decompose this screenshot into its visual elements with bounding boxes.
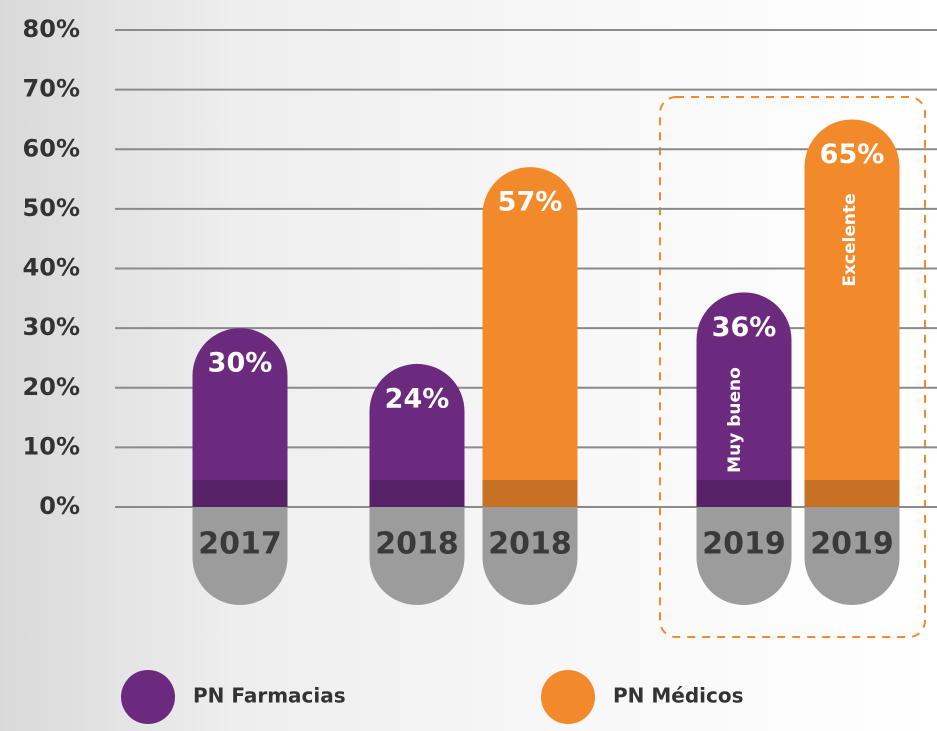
y-tick-label: 50% (23, 194, 80, 222)
y-tick-label: 80% (23, 15, 80, 43)
legend-swatch (121, 670, 175, 724)
x-tick-label: 2018 (375, 527, 459, 562)
y-tick-label: 10% (23, 432, 80, 460)
bar-shadow (697, 480, 792, 507)
legend-label: PN Farmacias (193, 684, 346, 708)
value-label: 30% (208, 348, 273, 379)
y-tick-label: 40% (23, 254, 80, 282)
annotation: Muy bueno (725, 367, 745, 473)
value-label: 65% (820, 139, 885, 170)
value-label: 36% (712, 312, 777, 343)
value-label: 57% (498, 187, 563, 218)
y-tick-label: 70% (23, 75, 80, 103)
y-tick-label: 60% (23, 134, 80, 162)
page: 0% 10% 20% 30% 40% 50% 60% 70% 80% 30% 2017 24% 2018… (0, 0, 937, 731)
legend-swatch (541, 670, 595, 724)
bar-shadow (370, 480, 465, 507)
x-tick-label: 2019 (702, 527, 786, 562)
y-tick-label: 0% (39, 492, 80, 520)
bar-shadow (805, 480, 900, 507)
chart: 0% 10% 20% 30% 40% 50% 60% 70% 80% 30% 2017 24% 2018… (0, 0, 937, 731)
bar-shadow (483, 480, 578, 507)
x-tick-label: 2019 (810, 527, 894, 562)
legend-label: PN Médicos (613, 684, 744, 708)
x-tick-label: 2018 (488, 527, 572, 562)
value-label: 24% (385, 383, 450, 414)
annotation: Excelente (840, 193, 860, 286)
y-tick-label: 30% (23, 313, 80, 341)
bar (805, 119, 900, 507)
y-tick-label: 20% (23, 373, 80, 401)
bar-shadow (193, 480, 288, 507)
bar (483, 167, 578, 507)
x-tick-label: 2017 (198, 527, 282, 562)
